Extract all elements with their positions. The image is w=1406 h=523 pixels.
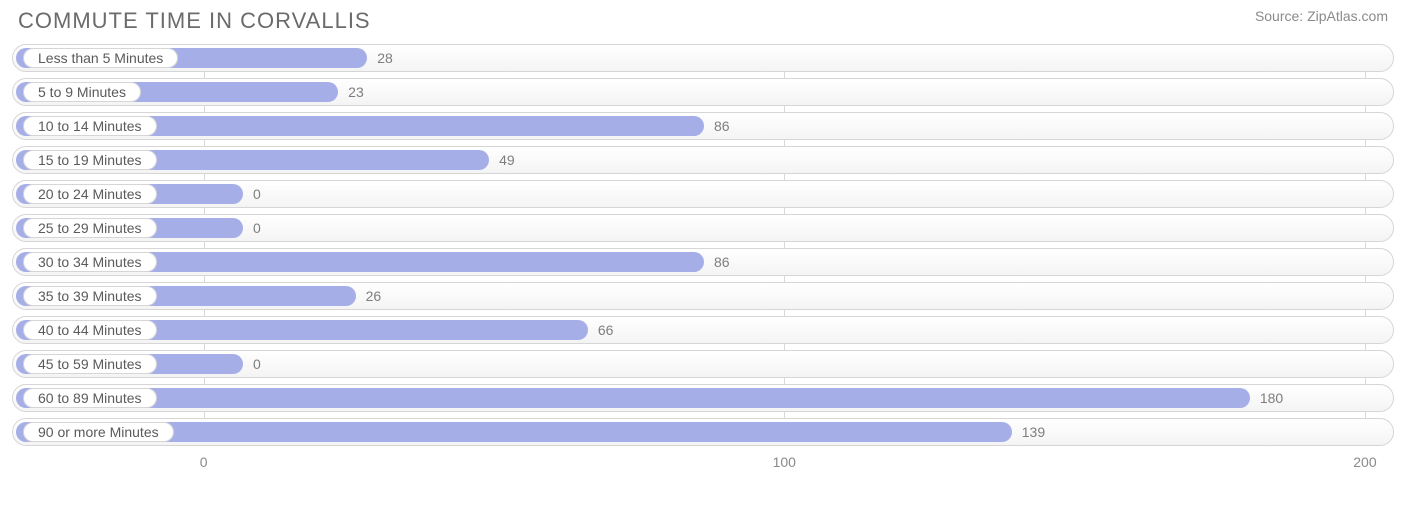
bar-track: Less than 5 Minutes 28: [12, 44, 1394, 72]
bar-list: Less than 5 Minutes 28 5 to 9 Minutes 23 10 …: [12, 44, 1394, 446]
bar-value: 66: [598, 317, 614, 343]
bar-label: 5 to 9 Minutes: [23, 82, 141, 102]
x-axis-tick: 100: [773, 454, 796, 470]
bar-value: 26: [366, 283, 382, 309]
bar-value: 86: [714, 249, 730, 275]
bar-label: 60 to 89 Minutes: [23, 388, 157, 408]
bar-label: 35 to 39 Minutes: [23, 286, 157, 306]
x-axis: 0 100 200: [12, 452, 1394, 480]
bar-track: 15 to 19 Minutes 49: [12, 146, 1394, 174]
bar-label: 15 to 19 Minutes: [23, 150, 157, 170]
bar-value: 23: [348, 79, 364, 105]
bar-value: 28: [377, 45, 393, 71]
bar-label: Less than 5 Minutes: [23, 48, 178, 68]
bar-value: 139: [1022, 419, 1045, 445]
chart-header: COMMUTE TIME IN CORVALLIS Source: ZipAtl…: [0, 0, 1406, 38]
bar-fill: [16, 388, 1250, 408]
bar-value: 86: [714, 113, 730, 139]
bar-label: 25 to 29 Minutes: [23, 218, 157, 238]
chart-source: Source: ZipAtlas.com: [1255, 8, 1388, 24]
bar-track: 60 to 89 Minutes 180: [12, 384, 1394, 412]
chart-area: Less than 5 Minutes 28 5 to 9 Minutes 23 10 …: [12, 44, 1394, 480]
bar-label: 20 to 24 Minutes: [23, 184, 157, 204]
bar-track: 20 to 24 Minutes 0: [12, 180, 1394, 208]
source-link[interactable]: ZipAtlas.com: [1307, 8, 1388, 24]
bar-value: 0: [253, 351, 261, 377]
bar-value: 0: [253, 215, 261, 241]
bar-label: 30 to 34 Minutes: [23, 252, 157, 272]
bar-track: 25 to 29 Minutes 0: [12, 214, 1394, 242]
source-prefix: Source:: [1255, 8, 1307, 24]
bar-track: 90 or more Minutes 139: [12, 418, 1394, 446]
bar-track: 45 to 59 Minutes 0: [12, 350, 1394, 378]
bar-label: 10 to 14 Minutes: [23, 116, 157, 136]
bar-track: 10 to 14 Minutes 86: [12, 112, 1394, 140]
bar-track: 40 to 44 Minutes 66: [12, 316, 1394, 344]
bar-label: 45 to 59 Minutes: [23, 354, 157, 374]
bar-value: 0: [253, 181, 261, 207]
bar-value: 49: [499, 147, 515, 173]
bar-label: 40 to 44 Minutes: [23, 320, 157, 340]
chart-title: COMMUTE TIME IN CORVALLIS: [18, 8, 371, 34]
x-axis-tick: 0: [200, 454, 208, 470]
bar-track: 5 to 9 Minutes 23: [12, 78, 1394, 106]
bar-track: 35 to 39 Minutes 26: [12, 282, 1394, 310]
bar-track: 30 to 34 Minutes 86: [12, 248, 1394, 276]
bar-label: 90 or more Minutes: [23, 422, 174, 442]
x-axis-tick: 200: [1353, 454, 1376, 470]
bar-value: 180: [1260, 385, 1283, 411]
